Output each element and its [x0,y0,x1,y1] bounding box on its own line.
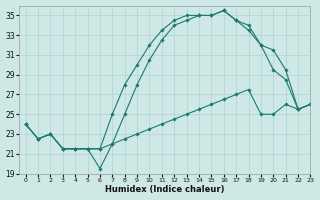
X-axis label: Humidex (Indice chaleur): Humidex (Indice chaleur) [105,185,225,194]
